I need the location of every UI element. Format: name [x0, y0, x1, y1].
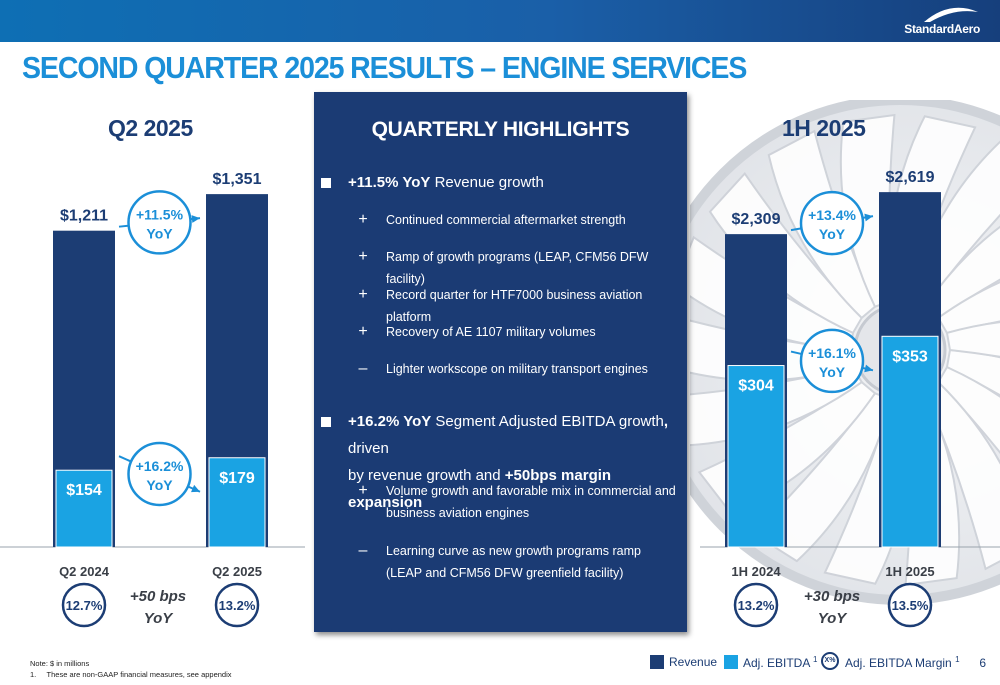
- ebitda-growth-value: +16.1%: [808, 345, 856, 361]
- square-bullet-icon: [321, 178, 331, 188]
- legend-revenue-swatch: [650, 655, 664, 669]
- plus-icon: +: [358, 211, 368, 228]
- legend-ebitda-swatch: [724, 655, 738, 669]
- ebitda-value-label: $179: [219, 470, 255, 487]
- margin-circle: [61, 582, 107, 628]
- square-bullet-icon: [321, 417, 331, 427]
- ebitda-value-label: $353: [892, 348, 928, 365]
- ebitda-growth-circle: [127, 441, 192, 507]
- ebitda-growth-value: +16.2%: [136, 458, 184, 474]
- margin-value-label: 12.7%: [66, 598, 103, 613]
- arrow-head-icon: [191, 484, 200, 493]
- margin-circle: [887, 582, 933, 628]
- revenue-value-label: $1,351: [213, 171, 262, 188]
- revenue-value-label: $2,619: [886, 169, 935, 186]
- margin-change-label: +50 bps: [130, 588, 186, 605]
- revenue-growth-circle: [799, 190, 865, 256]
- margin-circle: [214, 582, 260, 628]
- ebitda-bar: [55, 469, 113, 548]
- q2-panel-title: Q2 2025: [108, 115, 193, 141]
- plus-icon: +: [358, 323, 368, 340]
- ebitda-bar: [881, 335, 939, 548]
- ebitda-value-label: $304: [738, 378, 774, 395]
- margin-change-yoy-label: YoY: [818, 610, 849, 627]
- revenue-value-label: $1,211: [60, 208, 108, 225]
- plus-icon: +: [358, 286, 368, 303]
- revenue-growth-circle: [127, 190, 192, 255]
- margin-circle: [733, 582, 779, 628]
- ebitda-value-label: $154: [66, 482, 102, 499]
- h1-panel-title: 1H 2025: [782, 115, 866, 141]
- revenue-growth-text: Revenue growth: [430, 174, 544, 191]
- footnote-units: Note: $ in millions: [30, 659, 90, 668]
- highlights-title: QUARTERLY HIGHLIGHTS: [371, 118, 630, 141]
- ebitda-growth-circle: [799, 328, 865, 394]
- legend-margin-label: Adj. EBITDA Margin 1: [845, 655, 960, 670]
- minus-icon: –: [358, 542, 368, 559]
- arrow-head-icon: [864, 364, 873, 373]
- page-title: SECOND QUARTER 2025 RESULTS – ENGINE SER…: [22, 50, 747, 85]
- margin-value-label: 13.2%: [738, 598, 775, 613]
- margin-value-label: 13.5%: [892, 598, 929, 613]
- category-tick-label: Q2 2024: [59, 564, 110, 579]
- arrow-head-icon: [864, 213, 873, 222]
- revenue-growth-value: +11.5%: [136, 206, 184, 222]
- category-tick-label: Q2 2025: [212, 564, 262, 579]
- legend-ebitda-label: Adj. EBITDA 1: [743, 655, 818, 670]
- quarterly-highlights-panel: QUARTERLY HIGHLIGHTS +11.5% YoY Revenue …: [314, 92, 687, 632]
- ebitda-bar: [208, 457, 266, 548]
- header-bar: [0, 0, 1000, 42]
- category-tick-label: 1H 2024: [731, 564, 781, 579]
- ebitda-bar: [727, 365, 785, 548]
- margin-change-label: +30 bps: [804, 588, 860, 605]
- revenue-growth-value: +13.4%: [808, 207, 856, 223]
- logo-arc-icon: [924, 7, 978, 22]
- legend-revenue-label: Revenue: [669, 655, 718, 669]
- logo-text: StandardAero: [904, 22, 980, 36]
- fan-blade: [945, 321, 1000, 358]
- standardaero-logo: StandardAero: [896, 6, 986, 36]
- revenue-growth-yoy: YoY: [146, 225, 173, 241]
- arrow-head-icon: [191, 215, 200, 223]
- page-number: 6: [979, 656, 986, 670]
- category-tick-label: 1H 2025: [885, 564, 934, 579]
- ebitda-growth-bold: +16.2% YoY: [348, 413, 432, 430]
- plus-icon: +: [358, 248, 368, 265]
- plus-icon: +: [358, 482, 368, 499]
- ebitda-growth-yoy: YoY: [146, 477, 173, 493]
- margin-value-label: 13.2%: [219, 598, 256, 613]
- footnote-non-gaap: 1. These are non-GAAP financial measures…: [30, 670, 232, 679]
- legend-margin-badge: X%: [821, 652, 839, 670]
- revenue-value-label: $2,309: [732, 211, 781, 228]
- ebitda-growth-yoy: YoY: [819, 364, 846, 380]
- minus-icon: –: [358, 360, 368, 377]
- margin-change-yoy-label: YoY: [144, 610, 175, 627]
- revenue-growth-yoy: YoY: [819, 226, 846, 242]
- revenue-growth-bold: +11.5% YoY: [348, 174, 431, 191]
